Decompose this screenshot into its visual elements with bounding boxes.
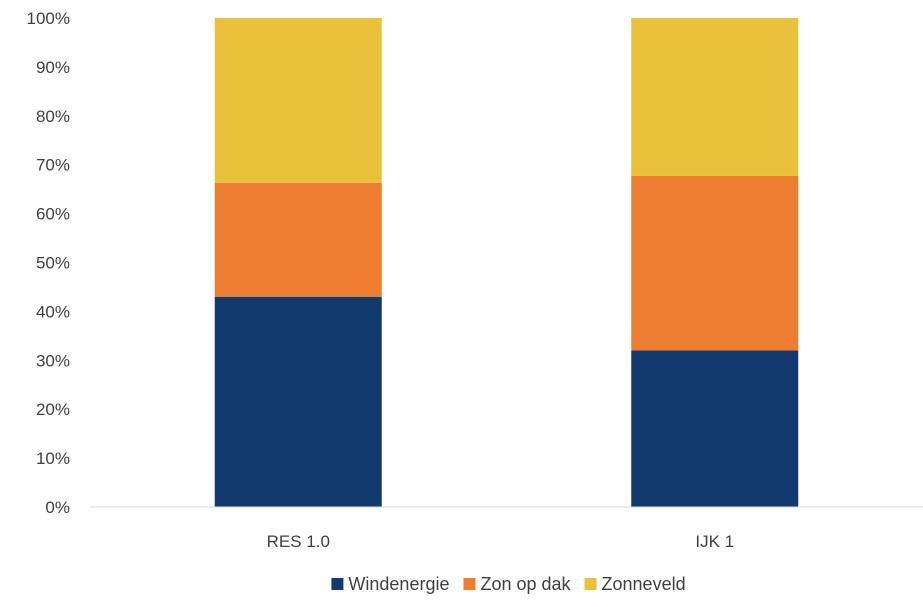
bar-segment-windenergie [214,296,382,507]
y-tick-label: 60% [36,205,70,224]
y-axis: 0% 10% 20% 30% 40% 50% 60% 70% 80% 90% 100% [27,9,70,517]
x-tick-label: IJK 1 [695,532,734,551]
y-tick-label: 40% [36,302,70,321]
y-tick-label: 50% [36,254,70,273]
y-tick-label: 10% [36,449,70,468]
bar-segment-zon-op-dak [214,182,382,297]
y-tick-label: 100% [27,9,70,28]
y-tick-label: 80% [36,107,70,126]
legend-label: Zonneveld [602,574,686,594]
y-tick-label: 70% [36,156,70,175]
legend-swatch [584,578,597,590]
legend: Windenergie Zon op dak Zonneveld [331,574,686,594]
bars [214,18,799,507]
y-tick-label: 90% [36,58,70,77]
legend-label: Windenergie [348,574,449,594]
bar-segment-windenergie [631,350,799,507]
bar-segment-zon-op-dak [631,175,799,351]
x-axis: RES 1.0 IJK 1 [267,532,735,551]
legend-swatch [331,578,344,590]
y-tick-label: 20% [36,400,70,419]
legend-label: Zon op dak [480,574,571,594]
bar-segment-zonneveld [214,18,382,183]
y-tick-label: 30% [36,351,70,370]
x-tick-label: RES 1.0 [267,532,330,551]
legend-swatch [463,578,476,590]
y-tick-label: 0% [45,498,70,517]
bar-segment-zonneveld [631,18,799,176]
